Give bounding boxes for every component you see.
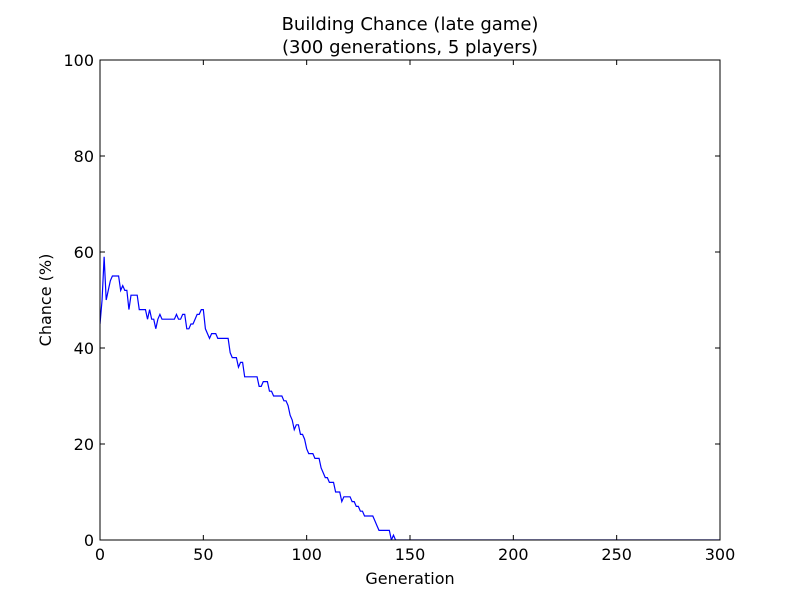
plot-frame [99, 59, 721, 541]
x-tick-label: 0 [95, 545, 105, 564]
y-tick-label: 20 [74, 435, 94, 454]
y-tick-label: 40 [74, 339, 94, 358]
x-tick-label: 100 [291, 545, 322, 564]
series-line [100, 256, 720, 540]
x-tick-label: 50 [193, 545, 213, 564]
plot-area [100, 256, 720, 540]
y-tick-label: 60 [74, 243, 94, 262]
axis-ticks: 0 50 100 150 200 250 300 0 20 40 60 80 100 [63, 51, 735, 564]
x-tick-label: 250 [601, 545, 632, 564]
y-tick-label: 100 [63, 51, 94, 70]
x-tick-label: 200 [498, 545, 529, 564]
y-axis-label: Chance (%) [36, 254, 55, 347]
x-tick-label: 150 [395, 545, 426, 564]
y-tick-label: 0 [84, 531, 94, 550]
x-tick-label: 300 [705, 545, 736, 564]
y-tick-label: 80 [74, 147, 94, 166]
x-axis-label: Generation [365, 569, 454, 588]
chart-title: Building Chance (late game) [282, 14, 539, 35]
chart-subtitle: (300 generations, 5 players) [282, 37, 538, 58]
